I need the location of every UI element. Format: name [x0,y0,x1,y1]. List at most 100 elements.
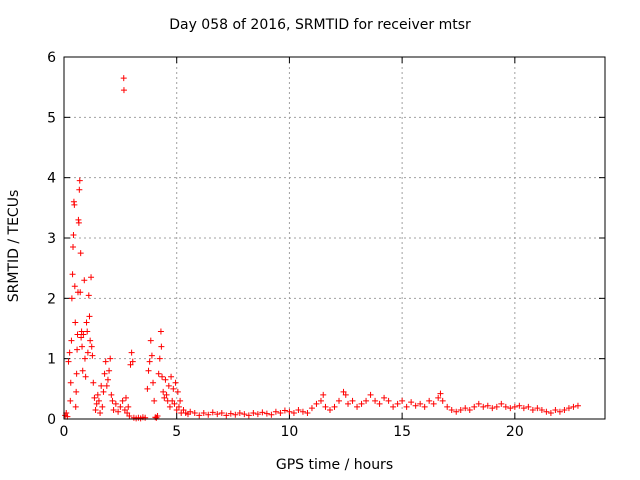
data-point [308,405,315,412]
plot-frame [63,56,606,420]
data-point [77,250,84,257]
data-point [277,409,284,416]
data-point [95,397,102,404]
data-point [295,406,302,413]
data-point [525,403,532,410]
data-point [381,394,388,401]
data-point [358,400,365,407]
data-point [78,328,85,335]
y-tick-label: 1 [47,352,56,368]
x-tick-label: 10 [281,424,299,440]
data-point [165,382,172,389]
data-point [89,352,96,359]
data-point [125,403,132,410]
data-point [171,400,178,407]
data-point [65,358,72,365]
data-point [313,400,320,407]
data-point [529,406,536,413]
data-point [180,406,187,413]
data-point [489,405,496,412]
y-tick-label: 5 [47,110,56,126]
data-point [363,397,370,404]
chart-title: Day 058 of 2016, SRMTID for receiver mts… [169,17,471,33]
data-point [163,391,170,398]
data-point [390,403,397,410]
data-point [88,343,95,350]
data-point [154,412,161,419]
data-point [68,295,75,302]
data-point [79,367,86,374]
data-point [520,405,527,412]
data-point [73,370,80,377]
data-point [119,397,126,404]
data-point [93,400,100,407]
data-point [552,406,559,413]
data-point [169,397,176,404]
data-point [218,409,225,416]
data-point [556,408,563,415]
data-point [511,403,518,410]
data-point [372,397,379,404]
data-point [127,361,134,368]
data-point [85,292,92,299]
data-point [281,407,288,414]
data-point [129,358,136,365]
data-point [290,409,297,416]
data-point [354,403,361,410]
data-point [304,409,311,416]
data-point [155,370,162,377]
data-point [507,405,514,412]
data-point [565,405,572,412]
data-point [117,403,124,410]
data-point [268,411,275,418]
data-point [69,271,76,278]
data-point [150,379,157,386]
data-point [196,412,203,419]
data-point [426,397,433,404]
data-point [326,406,333,413]
data-point [534,405,541,412]
data-point [146,358,153,365]
data-point [480,403,487,410]
data-point [484,402,491,409]
data-point [101,370,108,377]
data-point [232,411,239,418]
data-point [471,403,478,410]
data-point [340,388,347,395]
data-point [115,408,122,415]
data-point [444,403,451,410]
data-point [124,409,131,416]
data-point [73,388,80,395]
data-point [412,402,419,409]
data-point [120,87,127,94]
data-point [74,331,81,338]
data-point [81,355,88,362]
data-point [70,244,77,251]
data-point [71,283,78,290]
data-point [68,337,75,344]
data-point [91,394,98,401]
data-point [574,402,581,409]
data-points [62,75,581,422]
y-tick-label: 4 [47,171,56,187]
x-axis-label: GPS time / hours [275,457,394,473]
x-tick-label: 15 [393,424,411,440]
data-point [99,403,106,410]
data-point [430,400,437,407]
y-tick-label: 3 [47,231,56,247]
data-point [84,349,91,356]
data-point [385,397,392,404]
data-point [106,367,113,374]
data-point [191,409,198,416]
data-point [79,343,86,350]
data-point [100,388,107,395]
data-point [67,397,74,404]
data-point [67,379,74,386]
y-tick-label: 0 [47,412,56,428]
y-tick-label: 6 [47,50,56,66]
x-tick-label: 0 [60,424,69,440]
data-point [161,394,168,401]
data-point [336,397,343,404]
data-point [200,409,207,416]
